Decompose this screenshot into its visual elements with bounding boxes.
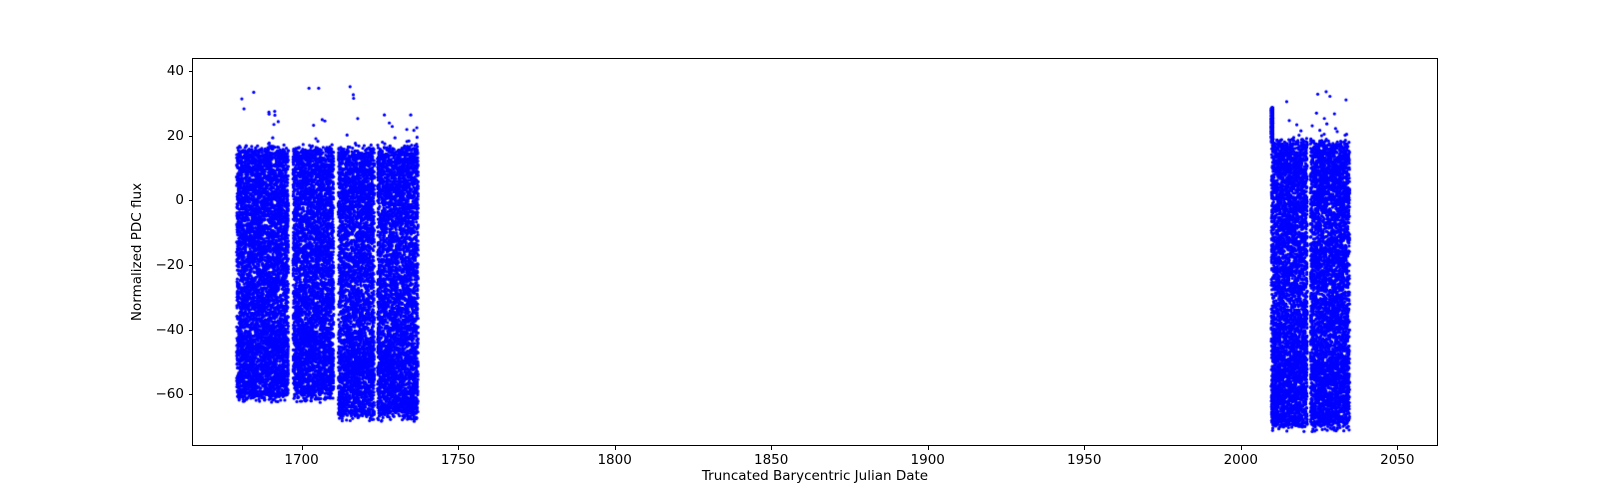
x-tick-label: 1950 [1067, 452, 1102, 468]
x-tick-mark [614, 446, 616, 450]
y-tick-label: −40 [155, 321, 185, 338]
x-tick-mark [458, 446, 460, 450]
x-tick-label: 2050 [1380, 452, 1415, 468]
y-tick-mark [188, 70, 192, 72]
y-axis-label: Normalized PDC flux [129, 182, 145, 322]
x-tick-mark [1397, 446, 1399, 450]
y-tick-mark [188, 135, 192, 137]
scatter-plot-area [193, 59, 1437, 445]
x-tick-mark [771, 446, 773, 450]
x-tick-label: 1900 [910, 452, 945, 468]
y-tick-mark [188, 264, 192, 266]
plot-axes-frame [192, 58, 1438, 446]
y-tick-mark [188, 394, 192, 396]
y-tick-label: 0 [175, 192, 184, 209]
x-axis-label: Truncated Barycentric Julian Date [701, 468, 929, 484]
x-tick-mark [1084, 446, 1086, 450]
y-tick-label: 20 [166, 127, 184, 144]
y-tick-mark [188, 329, 192, 331]
x-tick-label: 1750 [440, 452, 476, 468]
x-tick-label: 2000 [1223, 452, 1258, 468]
x-tick-label: 1700 [284, 452, 319, 468]
x-tick-label: 1850 [753, 452, 789, 468]
y-tick-mark [188, 200, 192, 202]
x-tick-mark [301, 446, 303, 450]
y-tick-label: −60 [155, 386, 185, 403]
y-tick-label: −20 [155, 256, 185, 273]
x-tick-label: 1800 [597, 452, 632, 468]
x-tick-mark [1240, 446, 1242, 450]
y-tick-label: 40 [166, 62, 184, 79]
x-tick-mark [927, 446, 929, 450]
